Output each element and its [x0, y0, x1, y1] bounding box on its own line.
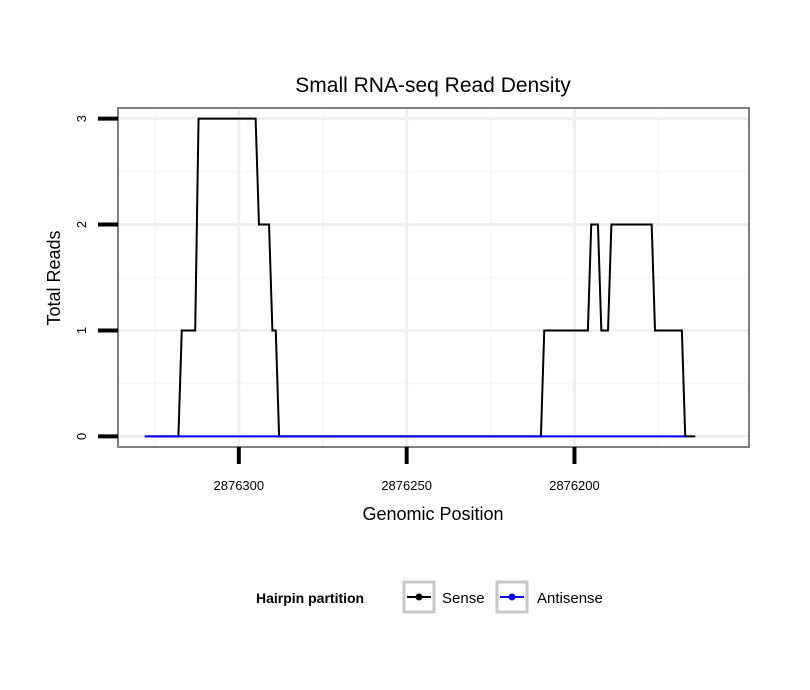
legend: Hairpin partition Sense Antisense [256, 580, 603, 614]
x-axis: 2876300 2876250 2876200 [214, 447, 600, 493]
y-axis-title: Total Reads [44, 230, 64, 325]
series-line-sense [144, 117, 696, 438]
x-tick-label: 2876300 [214, 478, 265, 493]
y-tick-label: 1 [74, 327, 89, 334]
plot-border [117, 107, 750, 448]
y-axis: 0 1 2 3 [74, 115, 118, 440]
y-tick-label: 3 [74, 115, 89, 122]
y-tick-label: 0 [74, 433, 89, 440]
x-axis-title: Genomic Position [362, 504, 503, 524]
legend-key-antisense [495, 580, 529, 614]
x-tick-label: 2876250 [381, 478, 432, 493]
legend-key-sense [402, 580, 436, 614]
legend-label-antisense: Antisense [537, 590, 603, 607]
x-tick-label: 2876200 [549, 478, 600, 493]
legend-label-sense: Sense [442, 590, 485, 607]
legend-title: Hairpin partition [256, 590, 364, 606]
series-layer [144, 117, 696, 438]
y-tick-label: 2 [74, 221, 89, 228]
chart-title: Small RNA-seq Read Density [295, 74, 571, 97]
grid-minor [118, 108, 749, 447]
